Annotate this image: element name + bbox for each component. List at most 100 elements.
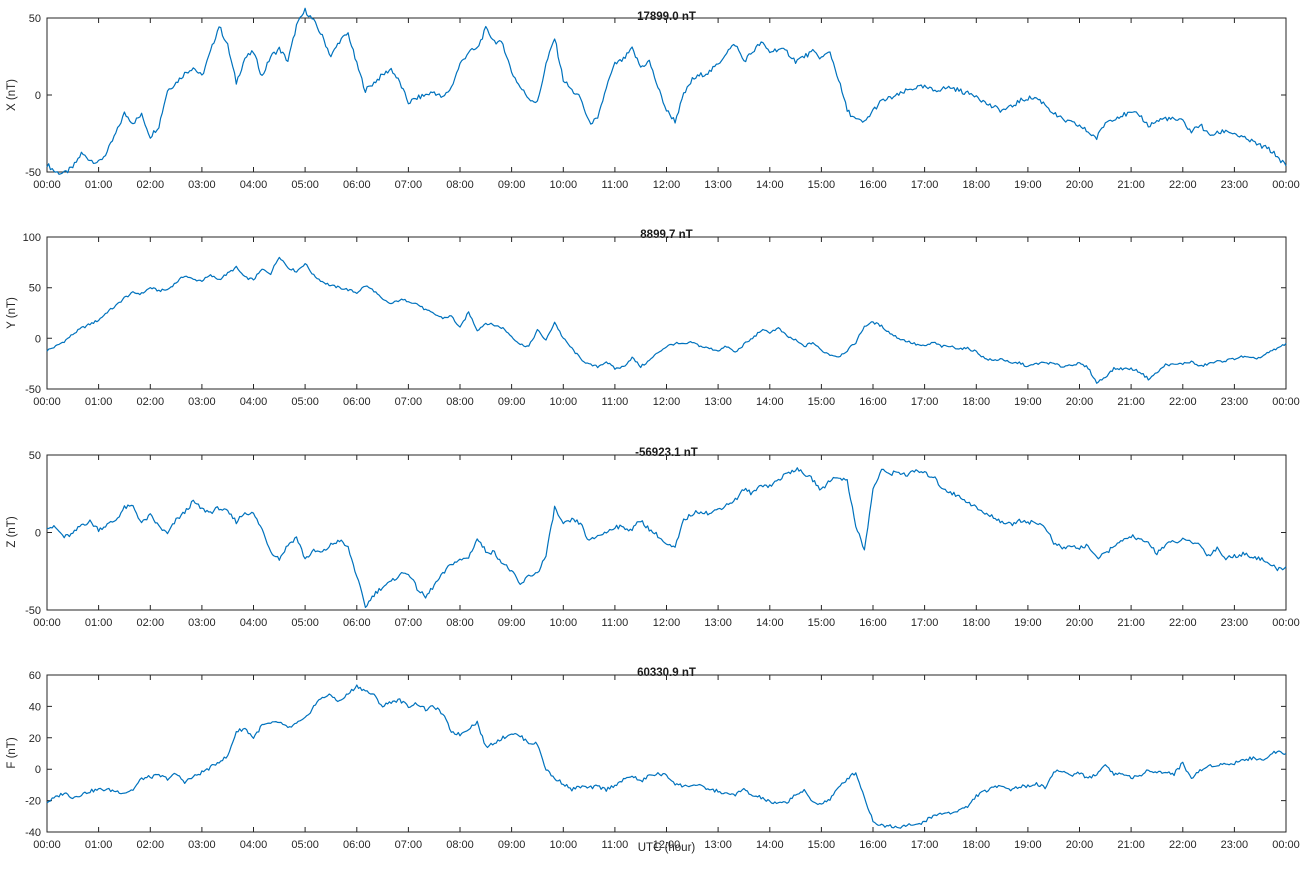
svg-text:12:00: 12:00 <box>653 396 681 408</box>
subplot-x-title: 17899.0 nT <box>637 10 696 23</box>
svg-text:15:00: 15:00 <box>808 617 836 629</box>
svg-text:07:00: 07:00 <box>395 617 423 629</box>
svg-text:13:00: 13:00 <box>704 396 732 408</box>
svg-text:16:00: 16:00 <box>859 617 887 629</box>
svg-text:14:00: 14:00 <box>756 396 784 408</box>
svg-text:03:00: 03:00 <box>188 617 216 629</box>
svg-text:-50: -50 <box>25 605 41 617</box>
svg-text:11:00: 11:00 <box>602 179 629 191</box>
svg-text:0: 0 <box>35 90 41 102</box>
svg-text:00:00: 00:00 <box>1272 839 1300 851</box>
svg-text:05:00: 05:00 <box>291 179 319 191</box>
svg-text:10:00: 10:00 <box>550 179 578 191</box>
svg-text:0: 0 <box>35 333 41 345</box>
svg-text:19:00: 19:00 <box>1014 839 1042 851</box>
svg-text:17:00: 17:00 <box>911 179 939 191</box>
svg-text:50: 50 <box>29 13 41 25</box>
svg-text:11:00: 11:00 <box>602 839 629 851</box>
svg-text:22:00: 22:00 <box>1169 839 1197 851</box>
svg-text:-20: -20 <box>25 796 41 808</box>
svg-text:06:00: 06:00 <box>343 617 371 629</box>
svg-text:13:00: 13:00 <box>704 179 732 191</box>
svg-text:05:00: 05:00 <box>291 396 319 408</box>
svg-text:18:00: 18:00 <box>963 839 991 851</box>
svg-text:15:00: 15:00 <box>808 396 836 408</box>
svg-text:50: 50 <box>29 283 41 295</box>
svg-text:03:00: 03:00 <box>188 396 216 408</box>
svg-text:13:00: 13:00 <box>704 839 732 851</box>
svg-text:04:00: 04:00 <box>240 179 268 191</box>
svg-text:03:00: 03:00 <box>188 839 216 851</box>
svg-text:16:00: 16:00 <box>859 396 887 408</box>
svg-text:23:00: 23:00 <box>1221 617 1249 629</box>
svg-text:00:00: 00:00 <box>33 179 61 191</box>
svg-text:0: 0 <box>35 528 41 540</box>
svg-text:08:00: 08:00 <box>446 617 474 629</box>
subplot-x-plot-area: 00:00 01:00 02:00 03:00 04:00 05:00 06:00 07:00… <box>25 7 1300 191</box>
svg-text:00:00: 00:00 <box>1272 617 1300 629</box>
svg-text:21:00: 21:00 <box>1117 617 1145 629</box>
svg-text:19:00: 19:00 <box>1014 617 1042 629</box>
svg-text:08:00: 08:00 <box>446 396 474 408</box>
svg-text:19:00: 19:00 <box>1014 179 1042 191</box>
svg-text:14:00: 14:00 <box>756 179 784 191</box>
svg-text:06:00: 06:00 <box>343 179 371 191</box>
subplot-z-title: -56923.1 nT <box>635 446 698 459</box>
svg-text:17:00: 17:00 <box>911 396 939 408</box>
svg-text:21:00: 21:00 <box>1117 179 1145 191</box>
svg-text:01:00: 01:00 <box>85 396 113 408</box>
svg-text:10:00: 10:00 <box>550 839 578 851</box>
svg-text:14:00: 14:00 <box>756 839 784 851</box>
svg-text:13:00: 13:00 <box>704 617 732 629</box>
svg-text:23:00: 23:00 <box>1221 839 1249 851</box>
svg-text:04:00: 04:00 <box>240 396 268 408</box>
svg-text:-50: -50 <box>25 167 41 179</box>
svg-text:01:00: 01:00 <box>85 617 113 629</box>
svg-text:21:00: 21:00 <box>1117 396 1145 408</box>
svg-text:00:00: 00:00 <box>33 617 61 629</box>
svg-text:16:00: 16:00 <box>859 839 887 851</box>
svg-text:01:00: 01:00 <box>85 179 113 191</box>
svg-text:18:00: 18:00 <box>963 179 991 191</box>
svg-text:05:00: 05:00 <box>291 839 319 851</box>
svg-text:15:00: 15:00 <box>808 839 836 851</box>
svg-text:22:00: 22:00 <box>1169 179 1197 191</box>
svg-text:03:00: 03:00 <box>188 179 216 191</box>
svg-text:-40: -40 <box>25 827 41 839</box>
svg-text:04:00: 04:00 <box>240 617 268 629</box>
svg-text:60: 60 <box>29 670 41 682</box>
svg-text:12:00: 12:00 <box>653 179 681 191</box>
svg-text:09:00: 09:00 <box>498 396 526 408</box>
svg-text:23:00: 23:00 <box>1221 179 1249 191</box>
svg-text:06:00: 06:00 <box>343 839 371 851</box>
svg-text:22:00: 22:00 <box>1169 617 1197 629</box>
svg-text:16:00: 16:00 <box>859 179 887 191</box>
svg-text:00:00: 00:00 <box>33 839 61 851</box>
svg-text:20:00: 20:00 <box>1066 839 1094 851</box>
svg-text:22:00: 22:00 <box>1169 396 1197 408</box>
svg-text:17:00: 17:00 <box>911 839 939 851</box>
svg-text:15:00: 15:00 <box>808 179 836 191</box>
subplot-z-plot-area: 00:00 01:00 02:00 03:00 04:00 05:00 06:00 07:00… <box>25 450 1300 629</box>
svg-text:40: 40 <box>29 701 41 713</box>
svg-text:07:00: 07:00 <box>395 179 423 191</box>
svg-text:06:00: 06:00 <box>343 396 371 408</box>
svg-text:19:00: 19:00 <box>1014 396 1042 408</box>
svg-text:11:00: 11:00 <box>602 617 629 629</box>
svg-text:20: 20 <box>29 733 41 745</box>
svg-text:20:00: 20:00 <box>1066 396 1094 408</box>
subplot-y-plot-area: 00:00 01:00 02:00 03:00 04:00 05:00 06:00 07:00… <box>23 232 1300 408</box>
svg-text:20:00: 20:00 <box>1066 179 1094 191</box>
svg-text:10:00: 10:00 <box>550 396 578 408</box>
svg-text:12:00: 12:00 <box>653 839 681 851</box>
svg-text:09:00: 09:00 <box>498 179 526 191</box>
svg-text:-50: -50 <box>25 384 41 396</box>
subplot-f-title: 60330.9 nT <box>637 666 696 679</box>
svg-text:00:00: 00:00 <box>33 396 61 408</box>
svg-text:01:00: 01:00 <box>85 839 113 851</box>
svg-text:17:00: 17:00 <box>911 617 939 629</box>
svg-text:09:00: 09:00 <box>498 617 526 629</box>
svg-text:18:00: 18:00 <box>963 396 991 408</box>
svg-text:07:00: 07:00 <box>395 396 423 408</box>
